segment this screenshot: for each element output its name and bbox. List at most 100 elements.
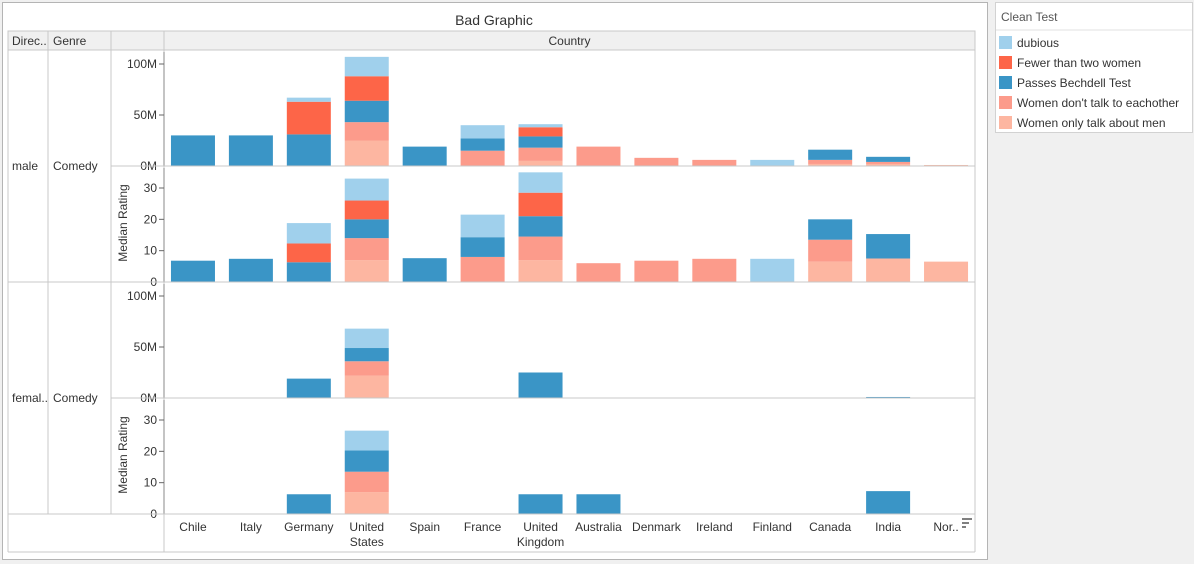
x-tick-label[interactable]: France — [464, 520, 502, 534]
legend-item[interactable]: Fewer than two women — [999, 56, 1141, 70]
x-tick-label[interactable]: United States — [349, 520, 384, 549]
bar-segment[interactable] — [402, 146, 447, 166]
bar-segment[interactable] — [808, 163, 853, 166]
bar-segment[interactable] — [518, 372, 563, 399]
x-tick-label[interactable]: Spain — [409, 520, 440, 534]
x-tick-label[interactable]: Finland — [753, 520, 792, 534]
bar-segment[interactable] — [344, 122, 389, 141]
x-tick-label[interactable]: Italy — [240, 520, 262, 534]
legend-item[interactable]: Women only talk about men — [999, 116, 1166, 130]
bar-segment[interactable] — [460, 150, 505, 166]
bar-segment[interactable] — [344, 76, 389, 101]
bar-segment[interactable] — [286, 243, 331, 263]
x-tick-label[interactable]: United Kingdom — [517, 520, 564, 549]
header-band — [7, 30, 976, 51]
bar-segment[interactable] — [286, 134, 331, 166]
bar-segment[interactable] — [866, 258, 911, 283]
bar-segment[interactable] — [460, 237, 505, 257]
bar-segment[interactable] — [170, 260, 215, 282]
bar-segment[interactable] — [808, 159, 853, 164]
bar-segment[interactable] — [344, 178, 389, 201]
bar-segment[interactable] — [286, 262, 331, 282]
row-header-genre[interactable]: Genre — [53, 34, 87, 48]
x-tick-label[interactable]: Canada — [809, 520, 851, 534]
x-tick-label[interactable]: Australia — [575, 520, 622, 534]
legend-item[interactable]: Women don't talk to eachother — [999, 96, 1179, 110]
bar-segment[interactable] — [692, 258, 737, 282]
bar-segment[interactable] — [344, 140, 389, 167]
bar-segment[interactable] — [518, 260, 563, 282]
bar-segment[interactable] — [344, 260, 389, 282]
bar-segment[interactable] — [286, 378, 331, 398]
bar-segment[interactable] — [518, 127, 563, 137]
bar-segment[interactable] — [460, 138, 505, 151]
bar-segment[interactable] — [170, 135, 215, 166]
bar-segment[interactable] — [344, 450, 389, 472]
x-tick-label[interactable]: Denmark — [632, 520, 682, 534]
bar-segment[interactable] — [518, 147, 563, 161]
bar-segment[interactable] — [692, 159, 737, 166]
bar-segment[interactable] — [402, 258, 447, 282]
bar-segment[interactable] — [808, 219, 853, 240]
x-tick-label[interactable]: Nor.. — [933, 520, 958, 534]
bar-segment[interactable] — [866, 161, 911, 164]
row-label-genre[interactable]: Comedy — [53, 391, 98, 405]
bar-segment[interactable] — [518, 192, 563, 217]
bar-segment[interactable] — [344, 100, 389, 123]
bar-segment[interactable] — [866, 234, 911, 259]
bar-segment[interactable] — [866, 163, 911, 166]
bar-segment[interactable] — [286, 494, 331, 514]
bar-segment[interactable] — [866, 491, 911, 514]
bar-segment[interactable] — [344, 219, 389, 239]
row-label-genre[interactable]: Comedy — [53, 159, 98, 173]
bar-segment[interactable] — [460, 256, 505, 282]
bar-segment[interactable] — [344, 375, 389, 398]
bar-segment[interactable] — [808, 149, 853, 160]
bar-segment[interactable] — [228, 258, 273, 282]
bar-segment[interactable] — [344, 238, 389, 261]
bar-segment[interactable] — [866, 156, 911, 162]
column-header-country[interactable]: Country — [548, 34, 590, 48]
bar-segment[interactable] — [518, 172, 563, 193]
bar-segment[interactable] — [808, 261, 853, 282]
bar-segment[interactable] — [286, 223, 331, 244]
bar-segment[interactable] — [460, 214, 505, 238]
bar-segment[interactable] — [344, 56, 389, 77]
bar-segment[interactable] — [750, 258, 795, 282]
x-tick-label[interactable]: Ireland — [696, 520, 733, 534]
bar-segment[interactable] — [518, 216, 563, 237]
bar-segment[interactable] — [518, 160, 563, 166]
bar-segment[interactable] — [924, 261, 969, 282]
x-tick-label[interactable]: Chile — [179, 520, 207, 534]
bar-segment[interactable] — [344, 348, 389, 362]
bar-segment[interactable] — [286, 101, 331, 135]
bar-segment[interactable] — [634, 157, 679, 166]
bar-segment[interactable] — [228, 135, 273, 166]
row-label-director[interactable]: male — [12, 159, 38, 173]
x-tick-label[interactable]: India — [875, 520, 901, 534]
bar-segment[interactable] — [344, 492, 389, 514]
legend-item[interactable]: dubious — [999, 36, 1059, 50]
bar-segment[interactable] — [634, 260, 679, 282]
bar-segment[interactable] — [344, 361, 389, 376]
bar-segment[interactable] — [576, 146, 621, 166]
legend-item[interactable]: Passes Bechdell Test — [999, 76, 1132, 90]
bar-segment[interactable] — [808, 239, 853, 262]
sort-descending-icon[interactable] — [960, 516, 974, 530]
bar-segment[interactable] — [576, 494, 621, 514]
bar-segment[interactable] — [344, 471, 389, 493]
row-header-director[interactable]: Direc.. — [12, 34, 47, 48]
bar-segment[interactable] — [750, 159, 795, 166]
bar-segment[interactable] — [518, 236, 563, 261]
bar-segment[interactable] — [460, 125, 505, 139]
bar-segment[interactable] — [344, 328, 389, 349]
bar-segment[interactable] — [576, 263, 621, 282]
bar-segment[interactable] — [518, 494, 563, 514]
row-label-director[interactable]: femal.. — [12, 391, 48, 405]
bar-segment[interactable] — [344, 200, 389, 220]
bar-segment[interactable] — [286, 97, 331, 102]
bar-segment[interactable] — [518, 136, 563, 148]
bar-segment[interactable] — [518, 124, 563, 128]
bar-segment[interactable] — [344, 430, 389, 451]
x-tick-label[interactable]: Germany — [284, 520, 333, 534]
